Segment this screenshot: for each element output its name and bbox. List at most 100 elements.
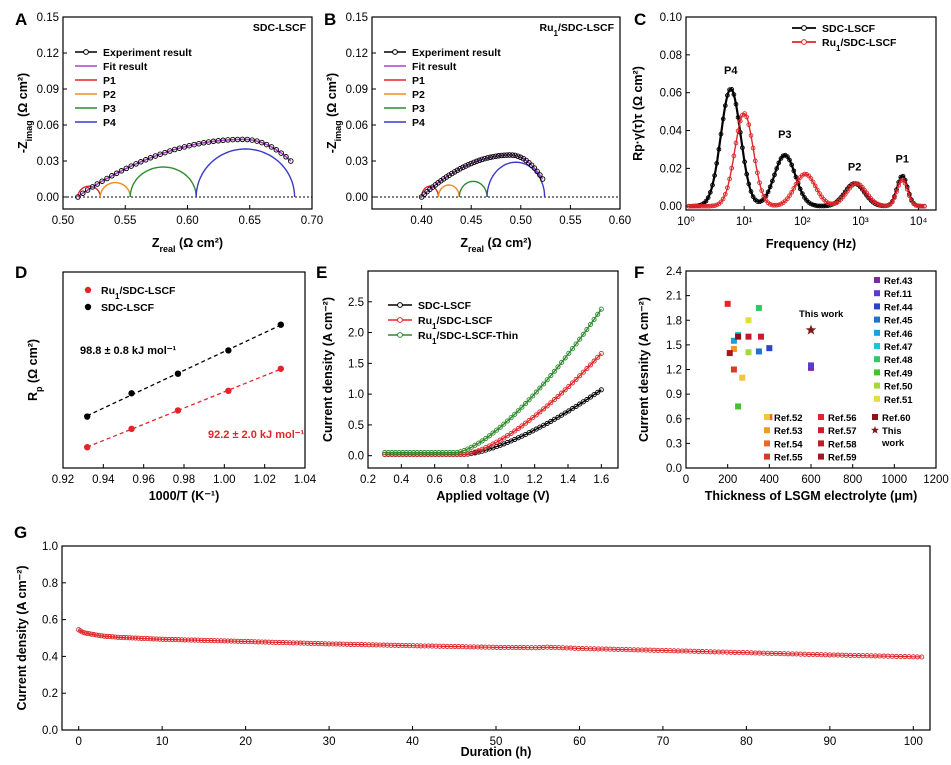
arc-p2 bbox=[437, 184, 460, 197]
stability-point bbox=[182, 637, 188, 643]
stability-point bbox=[93, 632, 99, 638]
B-xtick-label: 0.50 bbox=[510, 215, 532, 227]
jv-point bbox=[566, 350, 572, 356]
jv-point bbox=[544, 377, 550, 383]
jv-point bbox=[595, 311, 601, 317]
experiment-point bbox=[157, 151, 163, 157]
drt-point bbox=[862, 187, 867, 193]
jv-point bbox=[483, 435, 489, 441]
drt-point bbox=[898, 178, 904, 184]
F-xtick-label: 400 bbox=[760, 474, 779, 486]
experiment-point bbox=[278, 150, 284, 156]
arc-p2 bbox=[99, 181, 131, 197]
legend-marker bbox=[397, 332, 403, 338]
B-ytick-label: 0.06 bbox=[346, 120, 368, 132]
G-xtick-label: 30 bbox=[323, 736, 336, 748]
experiment-point bbox=[501, 152, 507, 158]
C-xtick-label: 10⁰ bbox=[677, 216, 695, 228]
drt-point bbox=[780, 153, 786, 159]
F-ytick-label: 0.6 bbox=[666, 414, 682, 426]
jv-point bbox=[501, 421, 507, 427]
stability-point bbox=[433, 643, 439, 649]
F-ytick-label: 1.2 bbox=[666, 365, 682, 377]
drt-point bbox=[772, 202, 777, 208]
experiment-point bbox=[283, 154, 289, 160]
E-ytick-label: 1.0 bbox=[348, 389, 364, 401]
drt-point bbox=[707, 203, 713, 209]
stability-point bbox=[107, 634, 113, 640]
panel-label: E bbox=[316, 263, 327, 282]
jv-point bbox=[479, 438, 485, 444]
F-xtick-label: 0 bbox=[683, 474, 689, 486]
C-xtick-label: 10¹ bbox=[736, 216, 753, 228]
stability-point bbox=[192, 637, 198, 643]
stability-point bbox=[249, 639, 255, 645]
drt-point bbox=[755, 199, 760, 204]
jv-point bbox=[429, 450, 435, 456]
stability-point bbox=[185, 637, 191, 643]
stability-point bbox=[407, 643, 413, 649]
stability-point bbox=[294, 640, 300, 646]
drt-point bbox=[776, 202, 782, 208]
legend-marker bbox=[764, 414, 770, 420]
stability-point bbox=[301, 640, 307, 646]
legend-marker bbox=[874, 277, 880, 283]
stability-point bbox=[340, 641, 346, 647]
jv-point bbox=[555, 364, 561, 370]
stability-point bbox=[176, 637, 182, 643]
D-xtick-label: 1.02 bbox=[253, 474, 275, 486]
legend-marker bbox=[764, 453, 770, 460]
stability-point bbox=[166, 636, 172, 643]
G-xtick-label: 20 bbox=[239, 736, 252, 748]
stability-point bbox=[99, 633, 105, 639]
stability-point bbox=[163, 636, 169, 642]
jv-point bbox=[541, 381, 547, 387]
data-point bbox=[84, 443, 91, 451]
E-xtick-label: 0.6 bbox=[427, 474, 443, 486]
jv-point bbox=[598, 387, 604, 393]
stability-point bbox=[283, 640, 289, 646]
legend-label: Ref.45 bbox=[884, 316, 913, 327]
drt-point bbox=[913, 202, 919, 208]
experiment-point bbox=[476, 157, 483, 164]
E-xtick-label: 0.2 bbox=[360, 474, 376, 486]
y-axis-label: Rp (Ω cm²) bbox=[26, 339, 44, 401]
jv-point bbox=[504, 418, 510, 424]
stability-point bbox=[195, 637, 201, 643]
legend-marker bbox=[764, 427, 770, 434]
jv-point bbox=[497, 437, 503, 443]
drt-point bbox=[774, 202, 780, 208]
drt-point bbox=[744, 171, 750, 177]
D-xtick-label: 0.92 bbox=[52, 474, 74, 486]
drt-point bbox=[750, 194, 756, 199]
jv-point bbox=[587, 321, 594, 327]
drt-point bbox=[810, 202, 816, 208]
D-xtick-label: 1.00 bbox=[213, 474, 235, 486]
experiment-point bbox=[468, 160, 474, 167]
stability-point bbox=[218, 638, 224, 644]
jv-point bbox=[512, 428, 518, 434]
jv-point bbox=[548, 373, 554, 379]
F-xtick-label: 800 bbox=[843, 474, 862, 486]
drt-point bbox=[755, 170, 760, 176]
drt-point bbox=[688, 203, 694, 209]
jv-point bbox=[515, 408, 521, 414]
C-ytick-label: 0.10 bbox=[660, 12, 682, 24]
legend-marker bbox=[818, 453, 824, 460]
A-ytick-label: 0.09 bbox=[37, 84, 59, 96]
C-ytick-label: 0.00 bbox=[660, 201, 682, 213]
jv-point bbox=[450, 450, 456, 456]
drt-point bbox=[879, 202, 884, 208]
stability-point bbox=[388, 642, 394, 648]
drt-point bbox=[716, 146, 722, 152]
stability-point bbox=[370, 642, 376, 648]
C-xtick-label: 10⁴ bbox=[910, 216, 928, 228]
ref-marker bbox=[755, 304, 762, 311]
legend-marker bbox=[874, 395, 880, 402]
stability-point bbox=[198, 637, 204, 643]
drt-point bbox=[720, 116, 726, 122]
stability-point bbox=[319, 641, 325, 647]
jv-point bbox=[396, 450, 402, 456]
ref-marker bbox=[735, 333, 742, 340]
